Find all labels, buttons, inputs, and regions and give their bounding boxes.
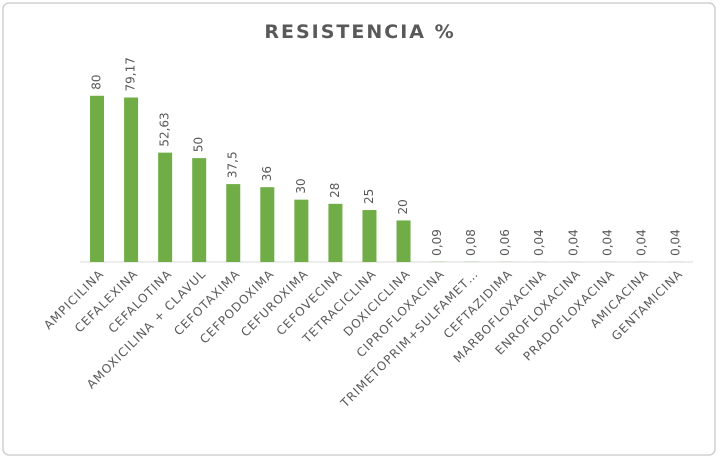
value-label: 0,06 [498, 229, 512, 256]
bar [226, 184, 241, 262]
value-label: 28 [328, 183, 342, 198]
value-label: 80 [90, 74, 104, 89]
bar [294, 199, 309, 262]
value-label: 36 [260, 166, 274, 181]
value-label: 0,04 [600, 229, 614, 256]
value-label: 0,04 [566, 229, 580, 256]
bar [396, 220, 411, 262]
value-label: 0,08 [464, 229, 478, 256]
chart-title: RESISTENCIA % [264, 21, 455, 43]
bar [158, 152, 173, 262]
value-label: 50 [192, 137, 206, 152]
value-label: 0,04 [668, 229, 682, 256]
value-label: 25 [362, 189, 376, 204]
value-label: 52,63 [158, 112, 172, 146]
value-label: 0,04 [634, 229, 648, 256]
chart-frame [2, 2, 716, 456]
value-label: 0,09 [430, 229, 444, 256]
bar [362, 210, 377, 262]
value-label: 20 [396, 199, 410, 214]
bar [260, 187, 275, 262]
value-label: 0,04 [532, 229, 546, 256]
value-label: 30 [294, 178, 308, 193]
bar [90, 95, 105, 263]
bar [328, 203, 343, 262]
value-label: 37,5 [226, 151, 240, 178]
value-label: 79,17 [124, 57, 138, 91]
bar [124, 97, 139, 262]
bar [192, 158, 207, 262]
